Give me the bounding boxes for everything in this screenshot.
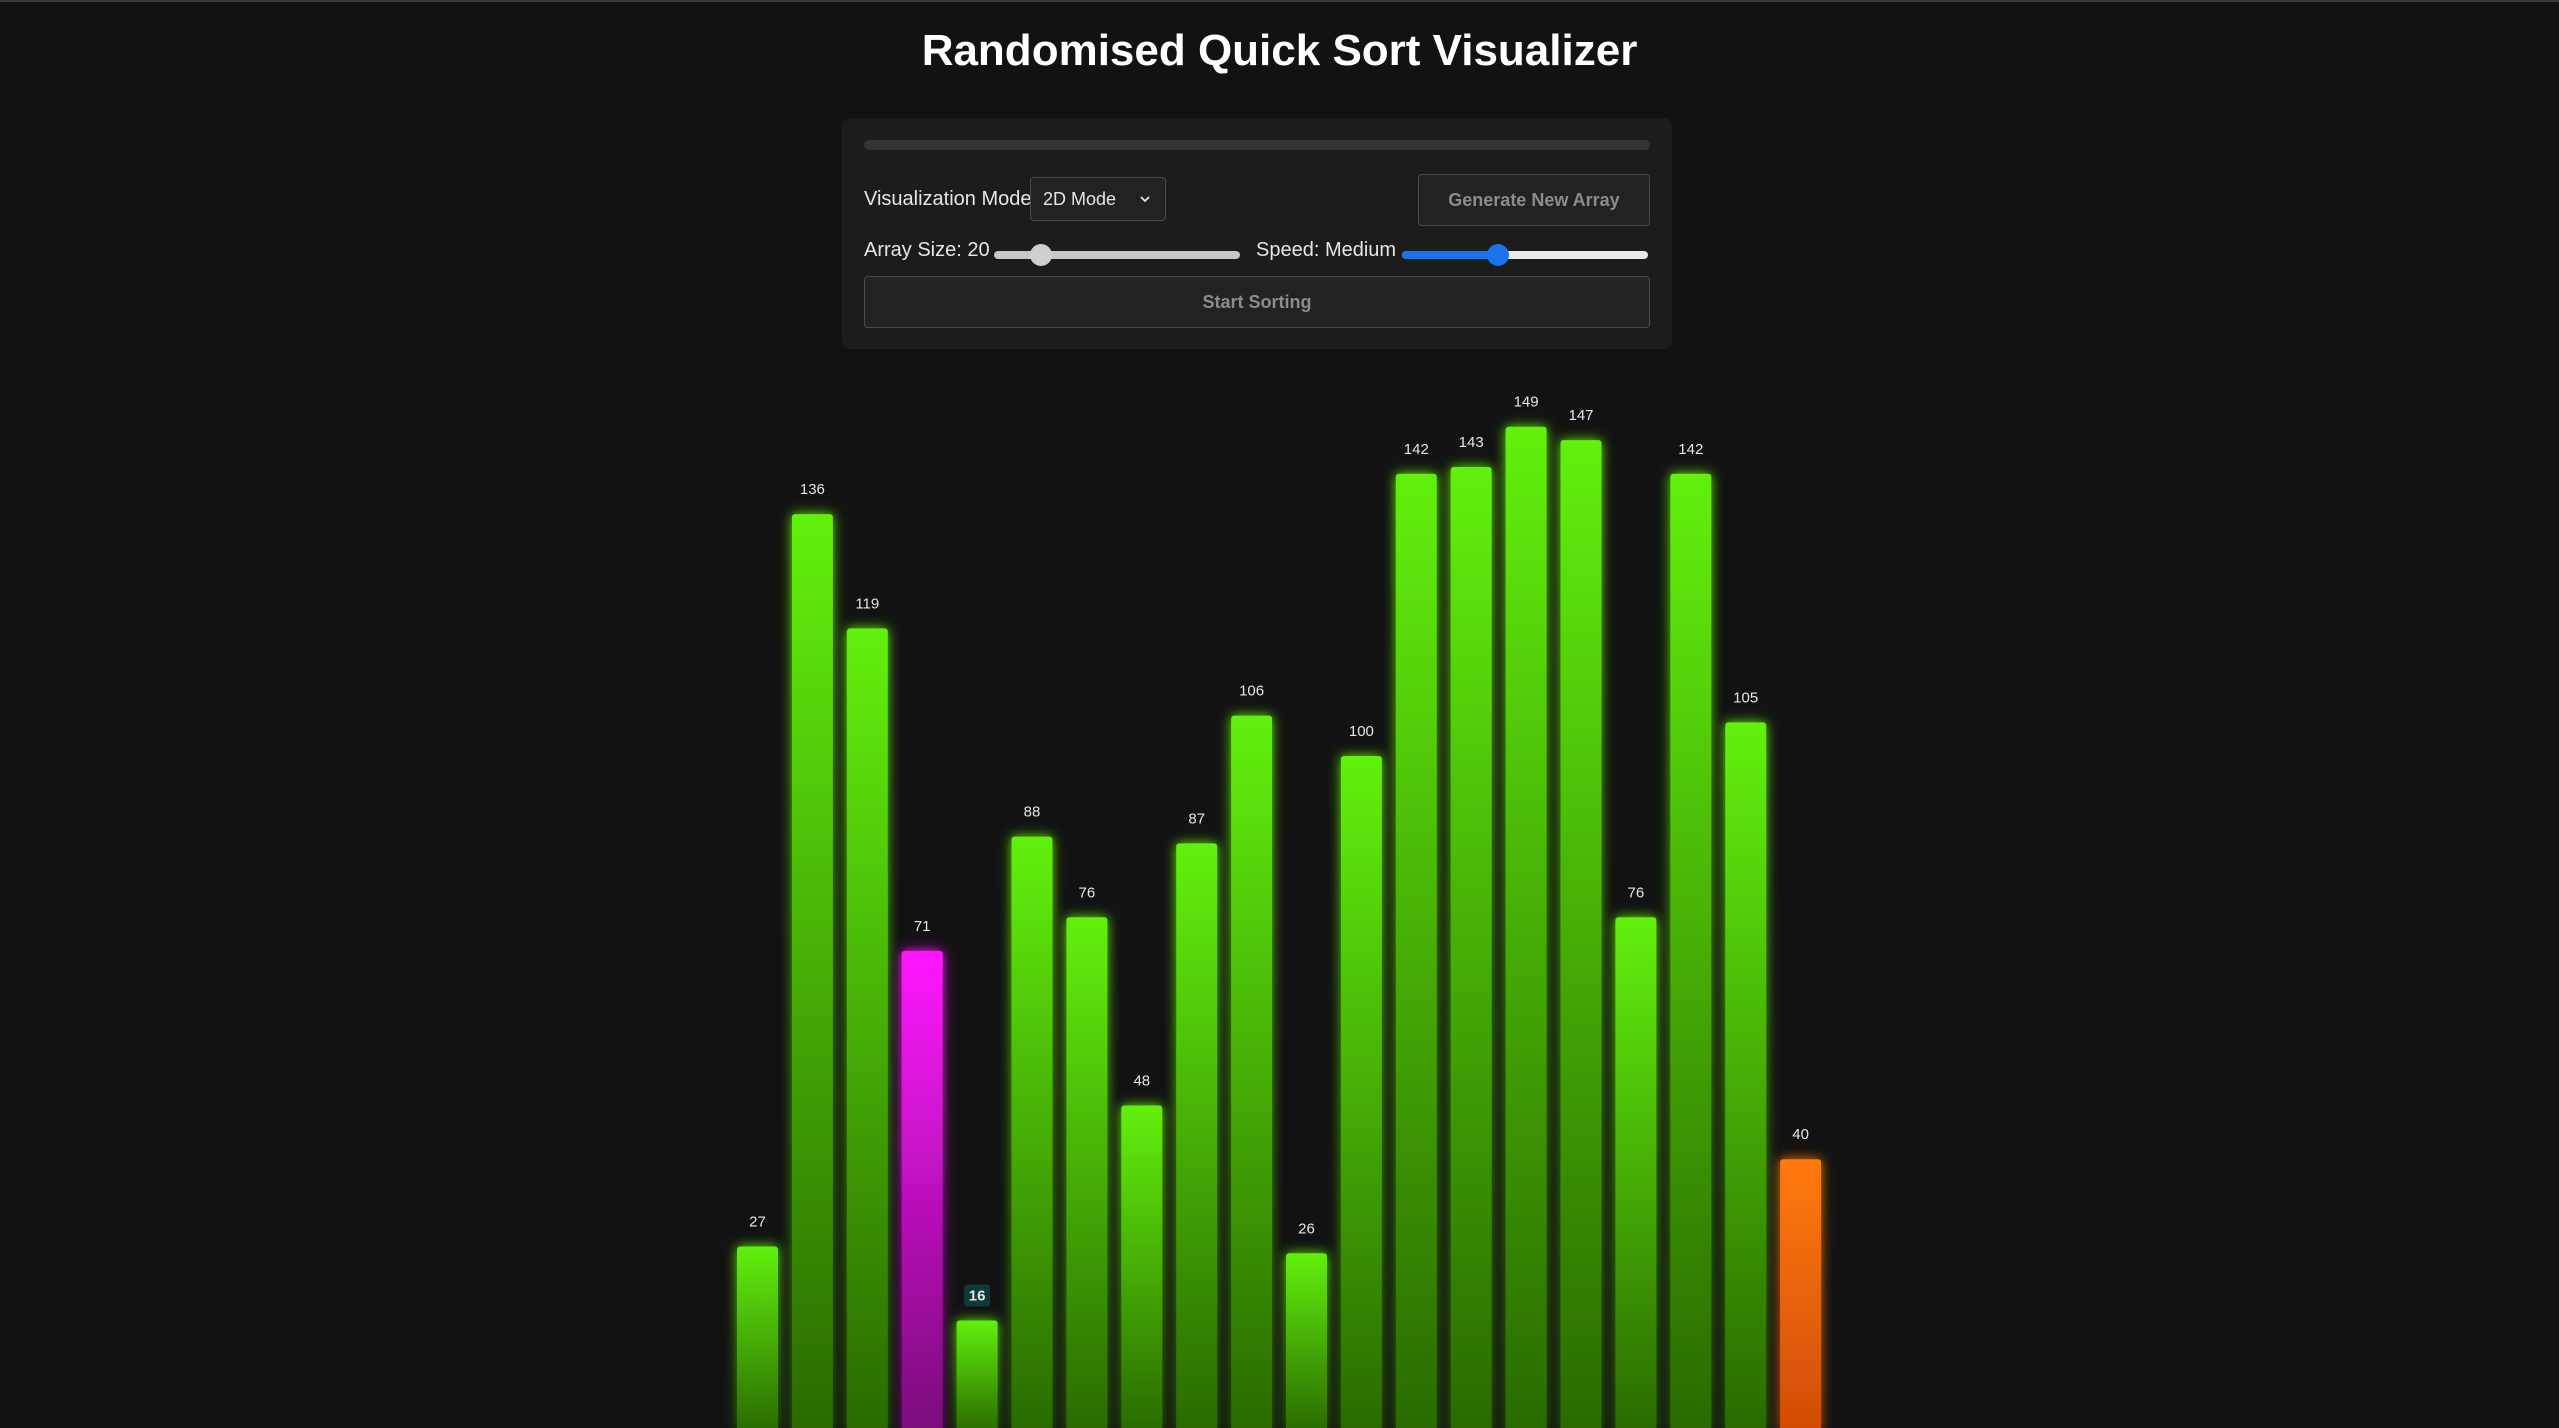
array-size-label: Array Size: 20: [864, 239, 990, 261]
bar-label-12: 142: [1404, 441, 1429, 458]
bar-7: [1121, 1105, 1163, 1428]
bar-3: [901, 950, 943, 1428]
bar-label-13: 143: [1459, 434, 1484, 451]
bar-1: [791, 514, 833, 1428]
bar-label-1: 136: [800, 481, 825, 498]
speed-slider[interactable]: [1402, 244, 1648, 266]
bar-10: [1286, 1253, 1327, 1428]
bar-19: [1780, 1159, 1822, 1428]
array-size-slider[interactable]: [994, 244, 1240, 266]
bar-label-9: 106: [1239, 683, 1264, 700]
bar-label-8: 87: [1188, 810, 1205, 827]
start-sorting-button[interactable]: Start Sorting: [864, 276, 1650, 328]
bar-13: [1450, 467, 1492, 1428]
bar-6: [1066, 917, 1108, 1428]
bar-label-19: 40: [1792, 1126, 1809, 1143]
bar-label-17: 142: [1678, 441, 1703, 458]
chevron-down-icon: [1140, 196, 1150, 203]
bar-label-18: 105: [1733, 689, 1758, 706]
bar-label-15: 147: [1568, 407, 1593, 424]
bar-2: [846, 628, 888, 1428]
page-title: Randomised Quick Sort Visualizer: [921, 26, 1638, 75]
bar-label-14: 149: [1514, 394, 1539, 411]
bar-label-0: 27: [749, 1214, 766, 1231]
control-panel: Visualization Mode 2D Mode Generate New …: [842, 118, 1672, 349]
visualization-mode-value: 2D Mode: [1043, 188, 1117, 209]
bar-15: [1560, 440, 1602, 1428]
bar-label-6: 76: [1079, 884, 1096, 901]
array-size-slider-thumb[interactable]: [1029, 244, 1052, 266]
bar-5: [1011, 836, 1053, 1428]
bar-label-10: 26: [1298, 1220, 1315, 1237]
top-border: [0, 0, 2559, 2]
bar-11: [1340, 756, 1382, 1428]
bar-4: [956, 1320, 998, 1428]
speed-slider-fill: [1402, 251, 1498, 259]
visualization-mode-label: Visualization Mode: [864, 188, 1032, 210]
bar-label-11: 100: [1349, 723, 1374, 740]
bar-label-16: 76: [1628, 884, 1645, 901]
bar-0: [737, 1246, 778, 1428]
bar-label-4: 16: [969, 1287, 986, 1304]
bar-16: [1615, 917, 1657, 1428]
generate-new-array-button[interactable]: Generate New Array: [1418, 174, 1650, 226]
bar-17: [1670, 473, 1712, 1428]
bar-18: [1725, 722, 1767, 1428]
bar-9: [1231, 715, 1273, 1428]
bar-label-2: 119: [855, 595, 879, 612]
speed-slider-thumb[interactable]: [1486, 244, 1509, 266]
bar-12: [1395, 473, 1437, 1428]
bar-label-3: 71: [914, 918, 931, 935]
bar-label-highlight-4: [964, 1284, 991, 1307]
bar-label-7: 48: [1133, 1072, 1150, 1089]
bar-14: [1505, 426, 1547, 1428]
bar-label-5: 88: [1024, 804, 1041, 821]
visualization-mode-select[interactable]: 2D Mode: [1030, 177, 1166, 221]
speed-label: Speed: Medium: [1256, 239, 1397, 261]
progress-bar: [864, 140, 1650, 150]
bar-8: [1176, 843, 1218, 1428]
